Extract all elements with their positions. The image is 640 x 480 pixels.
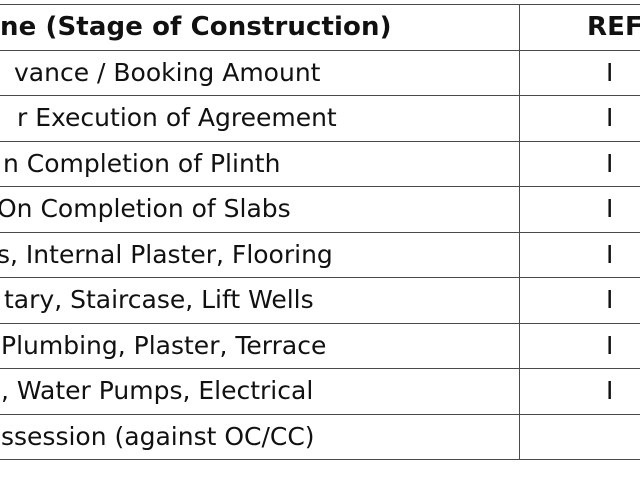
stage-text: , Water Pumps, Electrical (1, 376, 314, 406)
stage-cell: On Completion of Slabs (0, 186, 520, 233)
table-row: s, Internal Plaster, Flooring I (0, 231, 640, 278)
table-row: r Execution of Agreement I (0, 95, 640, 142)
stage-text: n Completion of Plinth (3, 148, 281, 178)
stage-cell: ssession (against OC/CC) (0, 413, 520, 460)
ref-cell: I (519, 49, 640, 96)
ref-cell: I (519, 186, 640, 233)
ref-header-cell: REF (519, 4, 640, 51)
table-row: vance / Booking Amount I (0, 49, 640, 96)
ref-text: I (606, 148, 614, 178)
stage-text: vance / Booking Amount (14, 57, 321, 87)
stage-cell: s, Internal Plaster, Flooring (0, 231, 520, 278)
table-row: tary, Staircase, Lift Wells I (0, 277, 640, 324)
table-row: ssession (against OC/CC) (0, 413, 640, 460)
header-row: ne (Stage of Construction) REF (0, 4, 640, 51)
stage-cell: tary, Staircase, Lift Wells (0, 277, 520, 324)
stage-text: ssession (against OC/CC) (1, 421, 315, 451)
stage-text: s, Internal Plaster, Flooring (0, 239, 333, 269)
ref-text: I (606, 194, 614, 224)
stage-cell: n Completion of Plinth (0, 140, 520, 187)
stage-text: Plumbing, Plaster, Terrace (1, 330, 327, 360)
ref-text: I (606, 57, 614, 87)
payment-schedule-table: ne (Stage of Construction) REF vance / B… (0, 4, 640, 460)
stage-text: On Completion of Slabs (0, 194, 291, 224)
table-row: On Completion of Slabs I (0, 186, 640, 233)
stage-header-cell: ne (Stage of Construction) (0, 4, 520, 51)
ref-cell (519, 413, 640, 460)
stage-cell: vance / Booking Amount (0, 49, 520, 96)
ref-cell: I (519, 231, 640, 278)
ref-text: I (606, 103, 614, 133)
ref-cell: I (519, 277, 640, 324)
table-row: Plumbing, Plaster, Terrace I (0, 322, 640, 369)
stage-cell: , Water Pumps, Electrical (0, 368, 520, 415)
stage-text: r Execution of Agreement (17, 103, 337, 133)
stage-text: tary, Staircase, Lift Wells (4, 285, 314, 315)
table-row: n Completion of Plinth I (0, 140, 640, 187)
ref-cell: I (519, 368, 640, 415)
ref-text: I (606, 285, 614, 315)
stage-header-text: ne (Stage of Construction) (0, 12, 392, 43)
ref-header-text: REF (587, 12, 640, 43)
ref-text: I (606, 330, 614, 360)
ref-text: I (606, 376, 614, 406)
ref-cell: I (519, 322, 640, 369)
ref-cell: I (519, 140, 640, 187)
stage-cell: Plumbing, Plaster, Terrace (0, 322, 520, 369)
table-row: , Water Pumps, Electrical I (0, 368, 640, 415)
stage-cell: r Execution of Agreement (0, 95, 520, 142)
ref-cell: I (519, 95, 640, 142)
ref-text: I (606, 239, 614, 269)
